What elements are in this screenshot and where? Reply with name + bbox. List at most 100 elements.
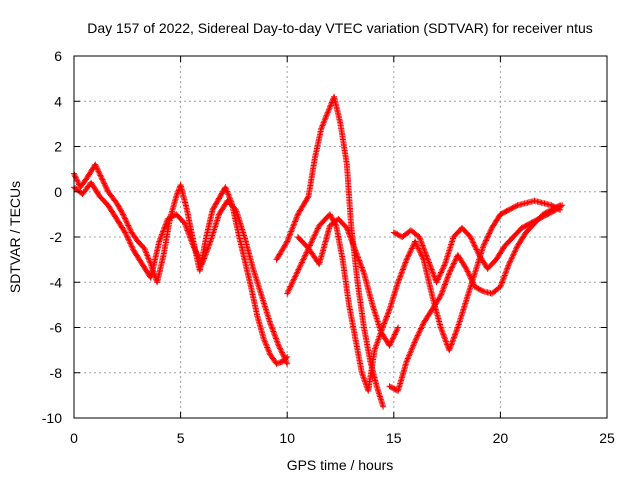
data-point — [321, 118, 328, 125]
data-point — [291, 219, 298, 226]
data-point — [416, 246, 423, 253]
data-point — [203, 248, 210, 255]
data-point — [485, 231, 492, 238]
data-point — [309, 236, 316, 243]
data-point — [512, 247, 519, 254]
data-point — [414, 333, 421, 340]
data-point — [323, 112, 330, 119]
y-tick-label: 6 — [54, 48, 62, 64]
data-point — [469, 279, 476, 286]
data-point — [350, 243, 357, 250]
data-point — [288, 228, 295, 235]
data-point — [407, 349, 414, 356]
data-point — [100, 177, 106, 184]
data-point — [314, 225, 321, 232]
data-point — [318, 125, 325, 132]
data-point — [120, 212, 127, 219]
data-point — [434, 277, 441, 284]
data-point — [122, 216, 129, 223]
data-point — [298, 260, 305, 267]
data-point — [127, 240, 134, 247]
data-point — [120, 211, 126, 218]
data-point — [380, 323, 387, 330]
data-point — [467, 275, 474, 282]
data-point — [484, 233, 491, 240]
data-point — [103, 186, 110, 192]
data-point — [271, 332, 278, 339]
data-point — [446, 268, 453, 275]
data-point — [472, 243, 479, 250]
data-point — [124, 219, 130, 226]
data-point — [416, 235, 423, 242]
data-point — [310, 235, 317, 242]
data-point — [74, 177, 81, 184]
data-point — [299, 258, 306, 264]
data-point — [122, 230, 129, 237]
data-point — [471, 242, 478, 249]
data-point — [412, 336, 419, 343]
data-point — [414, 332, 421, 339]
data-point — [184, 227, 191, 234]
data-point — [302, 251, 309, 257]
data-point — [400, 263, 407, 270]
data-point — [451, 334, 457, 341]
data-point — [145, 255, 152, 262]
data-point — [314, 226, 321, 233]
data-point — [406, 352, 412, 359]
data-point — [267, 320, 274, 326]
data-point — [277, 345, 283, 352]
data-point — [293, 214, 300, 221]
data-point — [410, 342, 417, 349]
data-point — [162, 223, 169, 229]
data-point — [293, 270, 300, 277]
data-point — [226, 194, 233, 201]
data-point — [194, 251, 201, 258]
data-point — [284, 289, 291, 296]
data-point — [417, 326, 424, 333]
data-point — [200, 256, 207, 263]
y-tick-label: 4 — [54, 93, 62, 109]
data-point — [484, 234, 491, 241]
x-tick-label: 15 — [386, 430, 402, 446]
data-point — [487, 227, 494, 234]
data-point — [422, 249, 429, 256]
data-point — [312, 231, 319, 238]
data-point — [387, 341, 394, 348]
data-point — [404, 253, 411, 260]
data-point — [121, 228, 128, 235]
data-point — [463, 267, 470, 274]
data-point — [434, 276, 441, 283]
data-point — [96, 169, 103, 176]
data-point — [511, 248, 518, 255]
data-point — [144, 254, 151, 260]
data-point — [452, 257, 459, 264]
data-point — [264, 345, 271, 352]
data-point — [439, 330, 446, 337]
data-point — [408, 246, 415, 253]
data-point — [280, 353, 287, 360]
data-point — [499, 278, 506, 285]
data-point — [214, 198, 221, 205]
data-point — [483, 237, 489, 244]
data-point — [127, 226, 134, 233]
data-point — [470, 239, 477, 246]
data-point — [481, 241, 487, 248]
data-point — [302, 252, 309, 259]
data-point — [128, 243, 135, 250]
data-point — [387, 339, 394, 346]
data-point — [319, 122, 326, 129]
data-point — [450, 260, 457, 267]
data-point — [509, 252, 516, 259]
data-point — [386, 342, 393, 349]
data-point — [413, 241, 420, 248]
y-tick-label: -4 — [50, 274, 63, 290]
data-point — [357, 260, 364, 267]
data-point — [119, 210, 126, 217]
data-point — [129, 244, 136, 251]
data-point — [438, 269, 444, 276]
data-point — [301, 253, 308, 260]
data-point — [286, 284, 293, 291]
data-point — [557, 202, 564, 209]
data-point — [283, 359, 290, 366]
